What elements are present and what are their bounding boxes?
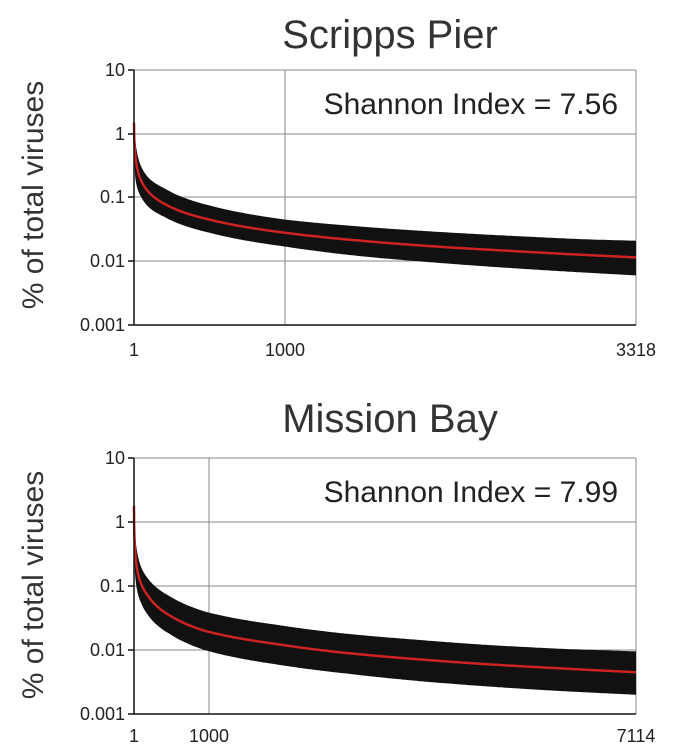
y-tick-label: 0.01 — [90, 640, 125, 660]
y-tick-label: 10 — [105, 60, 125, 80]
y-tick-label: 10 — [105, 448, 125, 468]
y-tick-label: 0.01 — [90, 251, 125, 271]
series-confidence-band — [134, 111, 636, 276]
chart-title: Mission Bay — [282, 397, 498, 441]
y-axis-label: % of total viruses — [17, 81, 50, 309]
series-line — [132, 122, 637, 259]
y-tick-label: 0.1 — [100, 576, 125, 596]
chart-panel-mission-bay: Mission Bay % of total viruses 10 1 0.1 … — [17, 397, 655, 746]
y-tick-label: 0.001 — [80, 315, 125, 335]
axes — [128, 69, 636, 326]
x-tick-label: 1 — [129, 340, 139, 360]
x-tick-label: 1000 — [189, 726, 229, 746]
chart-panel-scripps-pier: Scripps Pier % of total viruses 10 1 0.1… — [17, 13, 656, 360]
series-confidence-band — [134, 491, 636, 695]
x-tick-label: 3318 — [616, 340, 656, 360]
x-tick-label: 7114 — [617, 726, 656, 746]
shannon-index-annotation: Shannon Index = 7.99 — [324, 476, 618, 509]
series-line — [132, 505, 637, 674]
chart-title: Scripps Pier — [282, 13, 498, 57]
y-tick-label: 0.1 — [100, 187, 125, 207]
y-tick-label: 1 — [115, 124, 125, 144]
axes — [128, 457, 636, 715]
x-tick-label: 1 — [129, 726, 139, 746]
y-axis-label: % of total viruses — [17, 471, 50, 699]
y-tick-label: 0.001 — [80, 704, 125, 724]
x-tick-label: 1000 — [265, 340, 305, 360]
shannon-index-annotation: Shannon Index = 7.56 — [324, 88, 618, 121]
y-tick-label: 1 — [115, 512, 125, 532]
